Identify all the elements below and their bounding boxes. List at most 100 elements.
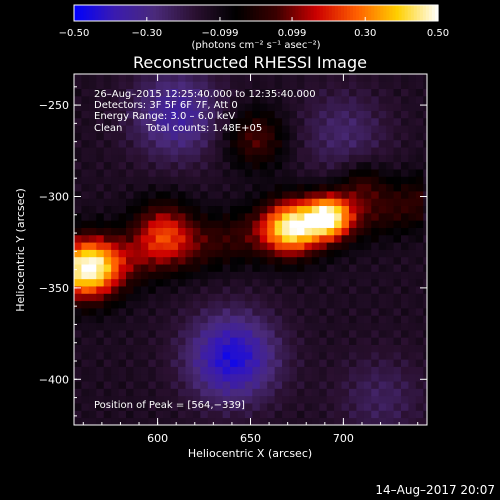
heatmap-cell	[334, 154, 342, 163]
heatmap-cell	[81, 176, 90, 185]
heatmap-cell	[341, 359, 350, 367]
heatmap-cell	[230, 161, 238, 170]
heatmap-cell	[207, 308, 216, 316]
heatmap-cell	[170, 256, 179, 265]
heatmap-cell	[289, 403, 298, 411]
heatmap-cell	[192, 308, 201, 316]
colorbar-cell	[268, 5, 272, 21]
heatmap-cell	[96, 117, 105, 126]
heatmap-cell	[267, 139, 276, 148]
heatmap-cell	[356, 322, 365, 331]
heatmap-cell	[88, 74, 97, 82]
heatmap-cell	[192, 278, 201, 287]
heatmap-cell	[400, 205, 409, 214]
heatmap-cell	[155, 271, 164, 280]
heatmap-cell	[103, 95, 112, 104]
heatmap-cell	[207, 337, 216, 345]
heatmap-cell	[348, 271, 357, 280]
heatmap-cell	[170, 271, 179, 280]
heatmap-cell	[259, 315, 268, 324]
heatmap-cell	[126, 286, 134, 294]
heatmap-cell	[334, 132, 342, 141]
heatmap-cell	[341, 95, 350, 104]
heatmap-cell	[378, 161, 387, 170]
heatmap-cell	[334, 117, 342, 126]
heatmap-cell	[118, 205, 127, 214]
heatmap-cell	[185, 220, 194, 228]
heatmap-cell	[400, 139, 409, 148]
heatmap-cell	[200, 278, 209, 287]
heatmap-cell	[237, 249, 246, 258]
heatmap-cell	[393, 74, 402, 82]
heatmap-cell	[244, 74, 253, 82]
heatmap-cell	[192, 81, 201, 90]
heatmap-cell	[192, 139, 201, 148]
heatmap-cell	[326, 132, 335, 141]
heatmap-cell	[237, 308, 246, 316]
heatmap-cell	[356, 103, 365, 111]
heatmap-cell	[289, 271, 298, 280]
colorbar-cell	[207, 5, 212, 21]
heatmap-cell	[252, 183, 261, 192]
heatmap-cell	[400, 264, 409, 272]
annotation-peak-position: Position of Peak = [564,−339]	[94, 400, 245, 411]
heatmap-cell	[222, 403, 231, 411]
heatmap-cell	[111, 103, 119, 111]
colorbar-cell	[398, 5, 403, 21]
heatmap-cell	[185, 161, 194, 170]
heatmap-cell	[163, 81, 172, 90]
heatmap-cell	[311, 198, 320, 207]
heatmap-cell	[348, 147, 357, 155]
heatmap-cell	[341, 183, 350, 192]
heatmap-cell	[259, 359, 268, 367]
heatmap-cell	[289, 103, 298, 111]
heatmap-cell	[185, 373, 194, 382]
heatmap-cell	[423, 249, 427, 258]
heatmap-cell	[111, 161, 119, 170]
heatmap-cell	[185, 293, 194, 302]
heatmap-cell	[386, 286, 394, 294]
heatmap-cell	[133, 88, 142, 97]
heatmap-cell	[200, 74, 209, 82]
heatmap-cell	[319, 329, 328, 338]
heatmap-cell	[140, 359, 149, 367]
heatmap-cell	[230, 322, 238, 331]
heatmap-cell	[178, 329, 186, 338]
heatmap-cell	[415, 183, 424, 192]
heatmap-cell	[393, 293, 402, 302]
heatmap-cell	[334, 242, 342, 250]
heatmap-cell	[140, 315, 149, 324]
heatmap-cell	[348, 81, 357, 90]
colorbar: −0.50 −0.30 −0.099 0.099 0.30 0.50 (photons c…	[59, 4, 449, 51]
heatmap-cell	[423, 132, 427, 141]
heatmap-cell	[81, 132, 90, 141]
heatmap-cell	[326, 315, 335, 324]
heatmap-cell	[88, 249, 97, 258]
heatmap-cell	[274, 373, 283, 382]
colorbar-cell	[210, 5, 215, 21]
heatmap-cell	[148, 139, 157, 148]
colorbar-tick-label: 0.50	[427, 28, 449, 39]
heatmap-cell	[348, 183, 357, 192]
heatmap-cell	[81, 271, 90, 280]
heatmap-cell	[163, 147, 172, 155]
heatmap-cell	[356, 95, 365, 104]
heatmap-cell	[304, 147, 313, 155]
heatmap-cell	[88, 278, 97, 287]
heatmap-cell	[200, 373, 209, 382]
heatmap-cell	[267, 169, 276, 177]
heatmap-cell	[326, 395, 335, 404]
heatmap-cell	[244, 293, 253, 302]
heatmap-cell	[274, 249, 283, 258]
heatmap-cell	[334, 161, 342, 170]
heatmap-cell	[215, 373, 224, 382]
heatmap-cell	[215, 359, 224, 367]
heatmap-cell	[326, 410, 335, 419]
heatmap-cell	[267, 256, 276, 265]
colorbar-cell	[380, 5, 384, 21]
heatmap-cell	[88, 110, 97, 119]
heatmap-cell	[163, 205, 172, 214]
heatmap-cell	[378, 256, 387, 265]
heatmap-cell	[237, 234, 246, 243]
heatmap-cell	[178, 410, 186, 419]
